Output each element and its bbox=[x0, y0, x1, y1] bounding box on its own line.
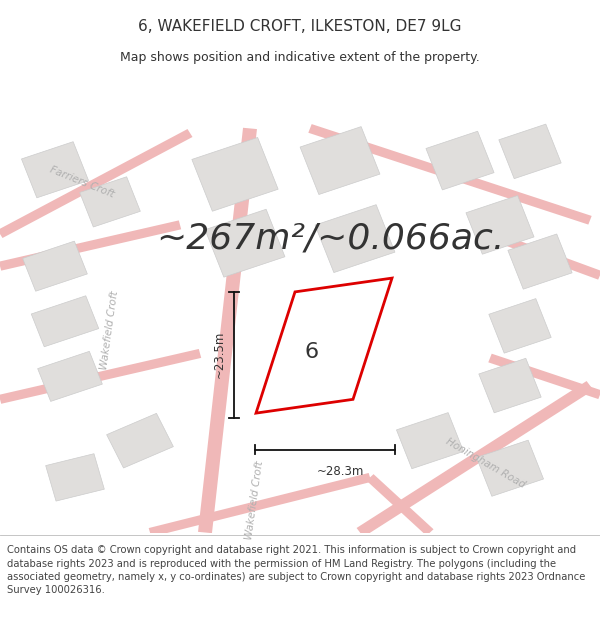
Text: ~267m²/~0.066ac.: ~267m²/~0.066ac. bbox=[156, 222, 504, 256]
Polygon shape bbox=[23, 241, 88, 291]
Polygon shape bbox=[308, 124, 592, 224]
Polygon shape bbox=[498, 234, 600, 279]
Polygon shape bbox=[256, 278, 392, 413]
Polygon shape bbox=[31, 296, 99, 347]
Polygon shape bbox=[107, 413, 173, 468]
Polygon shape bbox=[149, 473, 371, 537]
Polygon shape bbox=[489, 299, 551, 353]
Polygon shape bbox=[476, 440, 544, 496]
Polygon shape bbox=[397, 412, 464, 469]
Text: ~23.5m: ~23.5m bbox=[213, 331, 226, 379]
Text: Contains OS data © Crown copyright and database right 2021. This information is : Contains OS data © Crown copyright and d… bbox=[7, 546, 586, 595]
Polygon shape bbox=[508, 234, 572, 289]
Polygon shape bbox=[315, 204, 395, 272]
Text: ~28.3m: ~28.3m bbox=[316, 464, 364, 478]
Polygon shape bbox=[426, 131, 494, 190]
Polygon shape bbox=[80, 177, 140, 227]
Text: Wakefield Croft: Wakefield Croft bbox=[245, 460, 265, 541]
Text: 6, WAKEFIELD CROFT, ILKESTON, DE7 9LG: 6, WAKEFIELD CROFT, ILKESTON, DE7 9LG bbox=[138, 19, 462, 34]
Text: Map shows position and indicative extent of the property.: Map shows position and indicative extent… bbox=[120, 51, 480, 64]
Polygon shape bbox=[466, 196, 534, 254]
Polygon shape bbox=[22, 142, 89, 198]
Text: Honingham Road: Honingham Road bbox=[443, 437, 526, 491]
Polygon shape bbox=[499, 124, 561, 179]
Text: Farriers Croft: Farriers Croft bbox=[49, 164, 116, 199]
Polygon shape bbox=[367, 474, 434, 536]
Polygon shape bbox=[46, 454, 104, 501]
Polygon shape bbox=[0, 129, 193, 238]
Text: 6: 6 bbox=[305, 342, 319, 362]
Polygon shape bbox=[356, 381, 593, 537]
Polygon shape bbox=[488, 354, 600, 399]
Text: Wakefield Croft: Wakefield Croft bbox=[100, 291, 121, 371]
Polygon shape bbox=[0, 221, 181, 271]
Polygon shape bbox=[300, 127, 380, 194]
Polygon shape bbox=[479, 358, 541, 413]
Polygon shape bbox=[205, 209, 285, 277]
Polygon shape bbox=[198, 127, 257, 533]
Polygon shape bbox=[0, 349, 201, 404]
Polygon shape bbox=[192, 138, 278, 211]
Polygon shape bbox=[38, 351, 103, 401]
